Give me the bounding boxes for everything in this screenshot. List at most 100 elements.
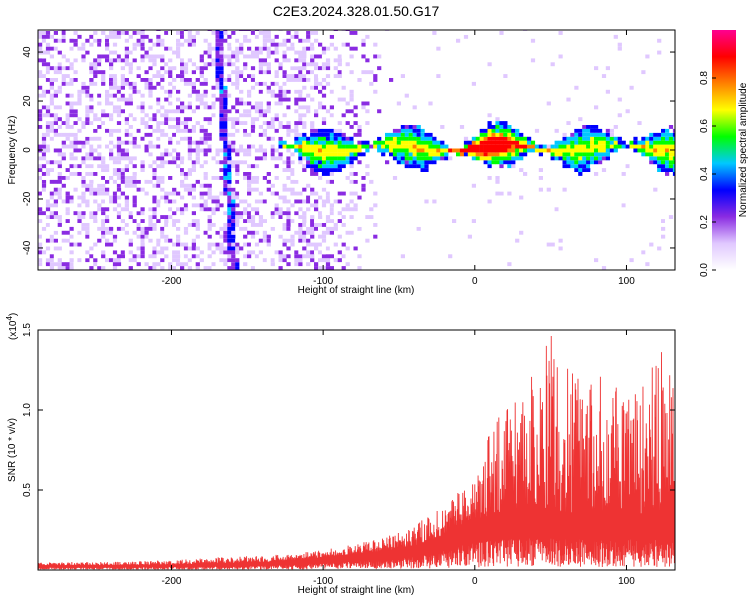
spectrogram-cell <box>168 128 173 133</box>
spectrogram-cell <box>389 132 394 137</box>
spectrogram-cell <box>45 42 51 47</box>
spectrogram-cell <box>337 34 342 39</box>
spectrogram-cell <box>239 97 244 102</box>
spectrogram-cell <box>207 191 212 196</box>
spectrogram-cell <box>649 207 654 212</box>
spectrogram-cell <box>73 234 78 239</box>
spectrogram-cell <box>120 148 125 153</box>
spectrogram-cell <box>85 226 90 231</box>
spectrogram-cell <box>211 62 216 67</box>
spectrogram-cell <box>69 62 74 67</box>
spectrogram-cell <box>89 219 94 223</box>
spectrogram-cell <box>298 66 303 71</box>
spectrogram-cell <box>298 97 303 102</box>
spectrogram-cell <box>570 195 575 200</box>
spectrogram-cell <box>310 195 315 200</box>
spectrogram-cell <box>199 140 204 145</box>
spectrogram-cell <box>164 215 169 219</box>
spectrogram-cell <box>195 219 200 223</box>
spectrogram-cell <box>519 93 524 98</box>
spectrogram-cell <box>247 128 252 133</box>
spectrogram-cell <box>191 101 196 106</box>
spectrogram-cell <box>132 203 137 208</box>
spectrogram-cell <box>298 132 303 137</box>
spectrogram-cell <box>61 113 66 118</box>
spectrogram-cell <box>203 66 208 71</box>
spectrogram-cell <box>558 89 563 94</box>
spectrogram-cell <box>89 136 94 141</box>
spectrogram-cell <box>101 254 106 259</box>
spectrogram-cell <box>306 31 311 35</box>
spectrogram-cell <box>172 266 177 270</box>
spectrogram-cell <box>558 144 563 149</box>
spectrogram-cell <box>152 207 157 212</box>
spectrogram-cell <box>215 81 220 86</box>
spectrogram-cell <box>329 89 334 94</box>
spectrogram-cell <box>77 89 82 94</box>
spectrogram-cell <box>318 156 323 161</box>
spectrogram-cell <box>140 38 145 43</box>
spectrogram-cell <box>199 148 204 153</box>
spectrogram-cell <box>116 172 122 176</box>
spectrogram-cell <box>45 219 51 223</box>
spectrogram-cell <box>116 93 122 98</box>
spectrogram-cell <box>132 140 137 145</box>
spectrogram-cell <box>290 219 295 223</box>
spectrogram-cell <box>550 152 555 157</box>
spectrogram-cell <box>310 191 315 196</box>
spectrogram-x-label: Height of straight line (km) <box>298 285 415 296</box>
spectrogram-cell <box>49 254 54 259</box>
spectrogram-cell <box>93 258 98 263</box>
spectrogram-cell <box>668 160 674 165</box>
spectrogram-cell <box>487 148 492 153</box>
snr-x-ticks: -200 -100 0 100 <box>161 330 635 587</box>
spectrogram-cell <box>574 144 579 149</box>
y-tick-label: 0.5 <box>22 483 33 497</box>
spectrogram-cell <box>657 78 662 82</box>
spectrogram-cell <box>396 128 401 133</box>
spectrogram-cell <box>440 85 445 90</box>
spectrogram-cell <box>349 89 354 94</box>
spectrogram-cell <box>49 195 54 200</box>
spectrogram-cell <box>318 148 323 153</box>
spectrogram-cell <box>180 105 185 110</box>
spectrogram-cell <box>195 66 200 71</box>
spectrogram-cell <box>211 46 216 51</box>
spectrogram-cell <box>195 89 200 94</box>
spectrogram-cell <box>105 176 110 180</box>
spectrogram-cell <box>574 140 579 145</box>
spectrogram-cell <box>637 144 642 149</box>
spectrogram-cell <box>101 266 106 270</box>
spectrogram-cell <box>231 89 236 94</box>
spectrogram-cell <box>69 66 74 71</box>
spectrogram-cell <box>491 140 496 145</box>
spectrogram-cell <box>235 121 240 125</box>
spectrogram-cell <box>93 38 98 43</box>
spectrogram-cell <box>120 152 125 157</box>
spectrogram-cell <box>341 132 346 137</box>
spectrogram-cell <box>116 164 122 169</box>
spectrogram-cell <box>337 70 342 75</box>
spectrogram-cell <box>254 176 260 180</box>
spectrogram-cell <box>416 164 421 169</box>
spectrogram-cell <box>262 34 267 39</box>
spectrogram-cell <box>570 144 575 149</box>
spectrogram-cell <box>436 156 441 161</box>
spectrogram-cell <box>152 74 157 78</box>
spectrogram-cell <box>424 148 429 153</box>
spectrogram-cell <box>191 140 196 145</box>
spectrogram-cell <box>495 172 500 176</box>
spectrogram-cell <box>38 234 43 239</box>
spectrogram-cell <box>396 144 401 149</box>
spectrogram-cell <box>333 113 338 118</box>
spectrogram-cell <box>152 266 157 270</box>
spectrogram-cell <box>219 113 224 118</box>
spectrogram-cell <box>199 74 204 78</box>
spectrogram-cell <box>562 152 567 157</box>
spectrogram-cell <box>49 46 54 51</box>
spectrogram-cell <box>195 172 200 176</box>
spectrogram-cell <box>183 164 189 169</box>
spectrogram-cell <box>282 70 287 75</box>
spectrogram-cell <box>337 191 342 196</box>
spectrogram-cell <box>235 101 240 106</box>
